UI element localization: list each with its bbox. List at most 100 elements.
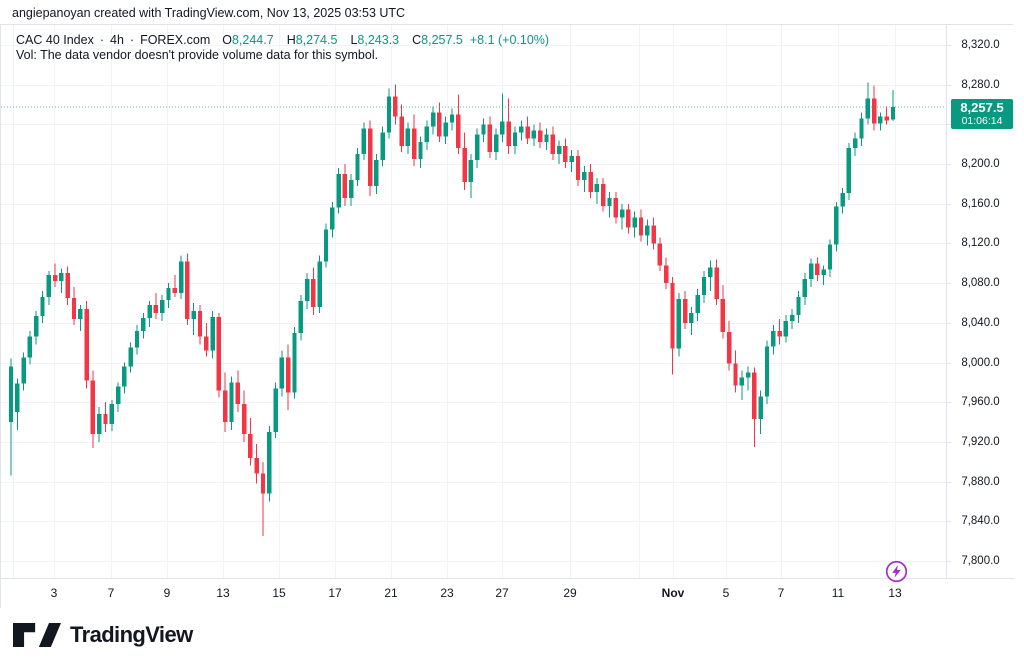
time-axis-label: 15 [272, 586, 286, 600]
candle [122, 362, 127, 394]
candle [783, 314, 789, 343]
candle [771, 324, 776, 355]
candle [254, 443, 259, 484]
time-axis-label: 5 [722, 586, 730, 600]
candle [664, 257, 669, 290]
ohlc-open: O8,244.7 [222, 33, 274, 47]
price-axis[interactable]: 8,257.5 01:06:14 8,320.08,280.08,240.08,… [946, 25, 1014, 578]
candle [330, 201, 335, 238]
candle [399, 104, 404, 153]
candle [286, 344, 291, 411]
tradingview-logo-mark-icon [13, 623, 61, 647]
candle [40, 291, 45, 323]
candle [607, 191, 612, 218]
candle [714, 259, 719, 305]
candle [273, 382, 278, 438]
candle [758, 390, 763, 434]
tradingview-logo[interactable]: TradingView [13, 622, 193, 648]
candle [821, 265, 826, 286]
candle [512, 126, 518, 155]
candle [575, 150, 581, 186]
candle [304, 273, 310, 309]
candle [361, 122, 366, 161]
candle [84, 301, 89, 389]
candle [859, 112, 864, 147]
candle [437, 102, 442, 143]
candle [475, 128, 480, 169]
price-axis-label: 7,920.0 [961, 435, 1000, 448]
price-axis-label: 7,800.0 [961, 555, 1000, 567]
candle [865, 82, 870, 125]
candle [777, 318, 782, 345]
price-axis-label: 8,120.0 [961, 237, 1000, 250]
candle [292, 326, 297, 399]
candle [525, 116, 530, 145]
time-axis-label: 9 [163, 586, 171, 600]
candle [752, 367, 757, 447]
time-axis-label: 29 [563, 586, 577, 600]
candle [689, 306, 694, 335]
candle [336, 168, 341, 214]
symbol-title: CAC 40 Index [16, 33, 94, 47]
candle [493, 128, 499, 161]
candle [569, 150, 574, 173]
candles-series [8, 82, 896, 537]
price-axis-tick [947, 402, 951, 403]
legend-symbol-row: CAC 40 Index · 4h · FOREX.com O8,244.7 H… [16, 33, 549, 48]
price-axis-label: 7,960.0 [961, 396, 1000, 409]
candle [216, 312, 222, 398]
candle [34, 310, 39, 345]
price-axis-label: 7,880.0 [961, 475, 1000, 488]
candle [380, 126, 385, 167]
candlestick-plot [1, 25, 946, 578]
candle [71, 287, 77, 325]
candle [884, 106, 889, 125]
legend-separator: · [129, 33, 135, 47]
ohlc-low: L8,243.3 [350, 33, 400, 47]
time-axis[interactable]: 3 7 9 13 15 17 21 23 27 29 Nov 5 7 11 13 [1, 578, 1014, 608]
candle [853, 132, 858, 157]
candle [727, 320, 732, 371]
candle [481, 118, 486, 143]
candle [115, 382, 121, 413]
chart-legend: CAC 40 Index · 4h · FOREX.com O8,244.7 H… [16, 33, 549, 63]
candle [594, 177, 600, 204]
price-axis-tick [947, 283, 951, 284]
price-axis-label: 8,040.0 [961, 316, 1000, 329]
candle [550, 126, 555, 161]
candle [405, 122, 411, 155]
candle [166, 283, 171, 308]
candle [15, 378, 20, 431]
candle [790, 308, 795, 329]
candle [632, 211, 637, 238]
candle [846, 143, 852, 200]
candle [241, 390, 247, 442]
candle [141, 312, 146, 339]
candle [393, 84, 398, 125]
price-axis-tick [947, 243, 951, 244]
candle [720, 285, 726, 339]
candle [418, 136, 423, 169]
candle [808, 258, 814, 288]
candle [317, 255, 322, 313]
time-axis-label: 11 [831, 586, 845, 600]
price-axis-tick [947, 164, 951, 165]
candle [52, 263, 58, 288]
candle [588, 164, 593, 198]
chart-canvas[interactable] [1, 25, 946, 578]
time-axis-label: 13 [216, 586, 230, 600]
candle [46, 271, 51, 305]
boost-lightning-icon[interactable] [885, 560, 908, 583]
price-axis-label: 8,200.0 [961, 158, 1000, 171]
candle [462, 132, 467, 190]
candle [701, 271, 707, 304]
candle [802, 273, 807, 305]
candle [682, 291, 688, 329]
candle [147, 301, 152, 327]
candle [355, 148, 360, 186]
candle [556, 140, 562, 165]
candle [695, 289, 700, 321]
last-price-badge: 8,257.5 01:06:14 [951, 98, 1013, 129]
candle [487, 116, 492, 159]
time-axis-label: 7 [107, 586, 115, 600]
